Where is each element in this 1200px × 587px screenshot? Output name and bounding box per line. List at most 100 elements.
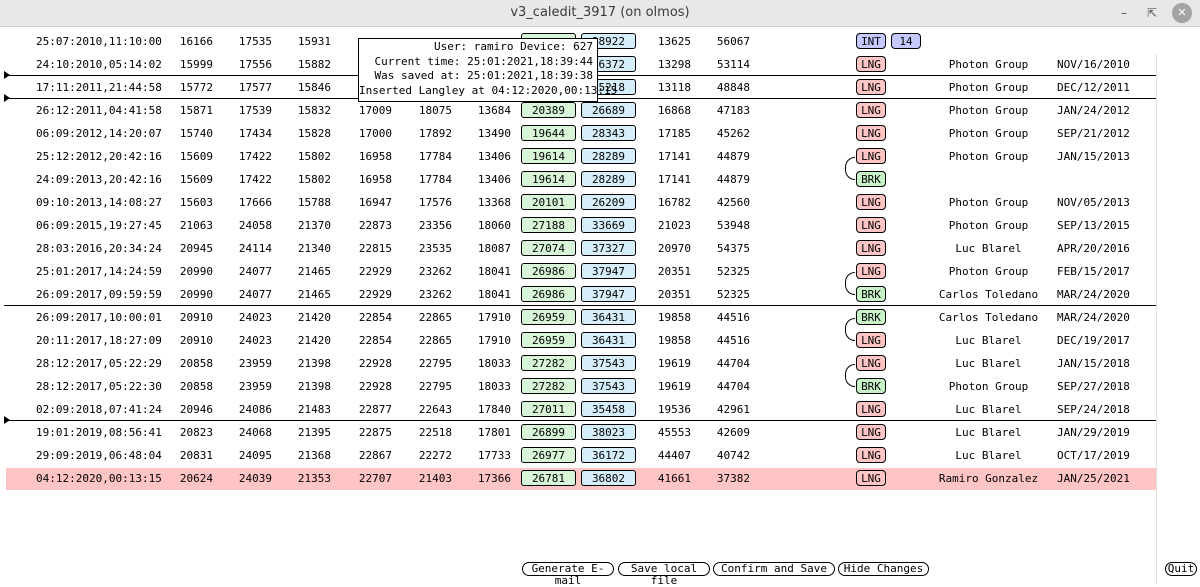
row-value: 20910 [179,334,213,347]
row-value: 13406 [477,150,511,163]
lng-badge[interactable]: LNG [856,355,886,371]
int-badge[interactable]: INT [856,33,886,49]
lng-badge[interactable]: LNG [856,401,886,417]
lng-badge[interactable]: LNG [856,125,886,141]
count-badge[interactable]: 14 [891,33,921,49]
lng-badge[interactable]: LNG [856,332,886,348]
row-group: Photon Group [948,196,1029,209]
row-value: 15846 [297,81,331,94]
table-row[interactable]: 02:09:2018,07:41:24 20946 24086 21483 22877 2… [6,399,1156,421]
green-value-box[interactable]: 27188 [521,217,576,233]
hide-changes-button[interactable]: Hide Changes [838,562,929,576]
table-row[interactable]: 26:09:2017,10:00:01 20910 24023 21420 22854 2… [6,307,1156,329]
green-value-box[interactable]: 26959 [521,332,576,348]
row-value: 20831 [179,449,213,462]
table-row[interactable]: 24:09:2013,20:42:16 15609 17422 15802 16958 1… [6,169,1156,191]
table-row[interactable]: 28:12:2017,05:22:30 20858 23959 21398 22928 2… [6,376,1156,398]
blue-value-box[interactable]: 37947 [581,286,636,302]
brk-badge[interactable]: BRK [856,309,886,325]
row-cal-date: JAN/25/2021 [1057,472,1130,485]
green-value-box[interactable]: 20101 [521,194,576,210]
confirm-and-save-button[interactable]: Confirm and Save [713,562,835,576]
green-value-box[interactable]: 27011 [521,401,576,417]
table-row[interactable]: 25:01:2017,14:24:59 20990 24077 21465 22929 2… [6,261,1156,283]
lng-badge[interactable]: LNG [856,240,886,256]
green-value-box[interactable]: 26977 [521,447,576,463]
row-value: 22928 [358,357,392,370]
table-row[interactable]: 29:09:2019,06:48:04 20831 24095 21368 22867 2… [6,445,1156,467]
blue-value-box[interactable]: 36172 [581,447,636,463]
green-value-box[interactable]: 19644 [521,125,576,141]
green-value-box[interactable]: 26781 [521,470,576,486]
quit-button[interactable]: Quit [1165,562,1197,576]
generate-email-button[interactable]: Generate E-mail [522,562,614,587]
row-date: 29:09:2019,06:48:04 [36,449,162,462]
table-row[interactable]: 20:11:2017,18:27:09 20910 24023 21420 22854 2… [6,330,1156,352]
table-row[interactable]: 28:03:2016,20:34:24 20945 24114 21340 22815 2… [6,238,1156,260]
row-date: 02:09:2018,07:41:24 [36,403,162,416]
green-value-box[interactable]: 27074 [521,240,576,256]
lng-badge[interactable]: LNG [856,447,886,463]
row-value: 21370 [297,219,331,232]
blue-value-box[interactable]: 37543 [581,355,636,371]
green-value-box[interactable]: 20389 [521,102,576,118]
green-value-box[interactable]: 19614 [521,171,576,187]
restore-icon[interactable]: ⇱ [1146,6,1158,20]
green-value-box[interactable]: 27282 [521,355,576,371]
blue-value-box[interactable]: 38023 [581,424,636,440]
brk-badge[interactable]: BRK [856,378,886,394]
blue-value-box[interactable]: 36431 [581,309,636,325]
blue-value-box[interactable]: 37327 [581,240,636,256]
table-row[interactable]: 19:01:2019,08:56:41 20823 24068 21395 22875 2… [6,422,1156,444]
row-value: 17422 [238,173,272,186]
blue-value-box[interactable]: 33669 [581,217,636,233]
blue-value-box[interactable]: 26209 [581,194,636,210]
blue-value-box[interactable]: 28289 [581,148,636,164]
blue-value-box[interactable]: 36802 [581,470,636,486]
table-row[interactable]: 04:12:2020,00:13:15 20624 24039 21353 22707 2… [6,468,1156,490]
table-row[interactable]: 26:09:2017,09:59:59 20990 24077 21465 22929 2… [6,284,1156,306]
lng-badge[interactable]: LNG [856,470,886,486]
table-row[interactable]: 06:09:2015,19:27:45 21063 24058 21370 22873 2… [6,215,1156,237]
blue-value-box[interactable]: 26689 [581,102,636,118]
blue-value-box[interactable]: 35458 [581,401,636,417]
lng-badge[interactable]: LNG [856,79,886,95]
row-date: 28:03:2016,20:34:24 [36,242,162,255]
green-value-box[interactable]: 26986 [521,286,576,302]
lng-badge[interactable]: LNG [856,194,886,210]
blue-value-box[interactable]: 28289 [581,171,636,187]
row-value: 41661 [657,472,691,485]
green-value-box[interactable]: 26959 [521,309,576,325]
brk-badge[interactable]: BRK [856,171,886,187]
green-value-box[interactable]: 27282 [521,378,576,394]
save-local-file-button[interactable]: Save local file [618,562,710,587]
row-value: 21403 [418,472,452,485]
close-icon[interactable]: ✕ [1172,3,1192,23]
lng-badge[interactable]: LNG [856,424,886,440]
green-value-box[interactable]: 19614 [521,148,576,164]
lng-badge[interactable]: LNG [856,148,886,164]
blue-value-box[interactable]: 28343 [581,125,636,141]
green-value-box[interactable]: 26986 [521,263,576,279]
lng-badge[interactable]: LNG [856,56,886,72]
table-row[interactable]: 26:12:2011,04:41:58 15871 17539 15832 17009 1… [6,100,1156,122]
blue-value-box[interactable]: 37543 [581,378,636,394]
lng-badge[interactable]: LNG [856,217,886,233]
row-group: Luc Blarel [955,426,1022,439]
row-value: 21340 [297,242,331,255]
blue-value-box[interactable]: 36431 [581,332,636,348]
table-row[interactable]: 28:12:2017,05:22:29 20858 23959 21398 22928 2… [6,353,1156,375]
table-row[interactable]: 25:12:2012,20:42:16 15609 17422 15802 16958 1… [6,146,1156,168]
row-value: 17910 [477,334,511,347]
lng-badge[interactable]: LNG [856,263,886,279]
blue-value-box[interactable]: 37947 [581,263,636,279]
row-value: 15882 [297,58,331,71]
table-row[interactable]: 06:09:2012,14:20:07 15740 17434 15828 17000 1… [6,123,1156,145]
brk-badge[interactable]: BRK [856,286,886,302]
minimize-icon[interactable]: – [1121,6,1127,20]
row-value: 20945 [179,242,213,255]
green-value-box[interactable]: 26899 [521,424,576,440]
row-value: 17009 [358,104,392,117]
table-row[interactable]: 09:10:2013,14:08:27 15603 17666 15788 16947 1… [6,192,1156,214]
lng-badge[interactable]: LNG [856,102,886,118]
